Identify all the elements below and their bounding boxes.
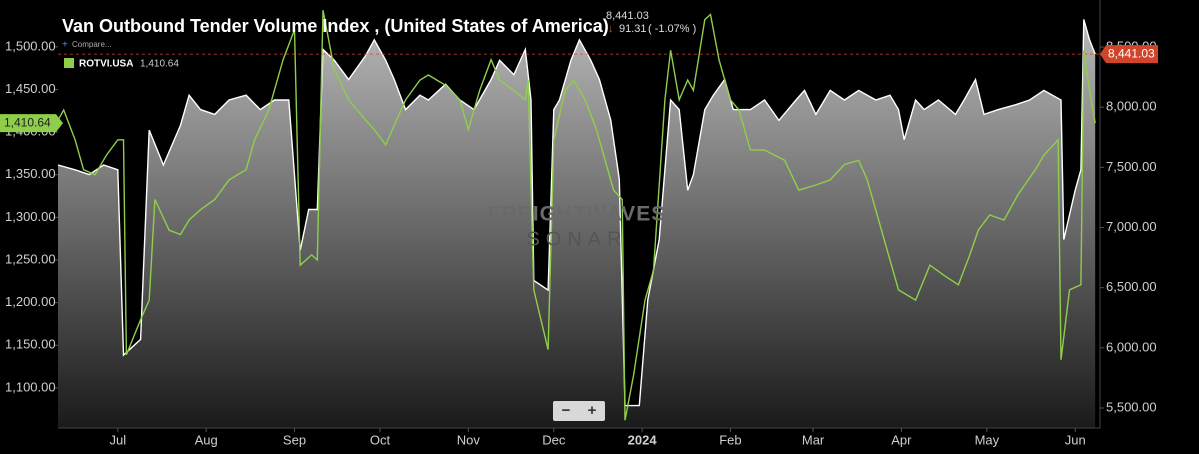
zoom-out[interactable]: − [562,402,571,419]
x-tick-label: Dec [542,432,566,447]
y2-tick-label: 5,500.00 [1106,399,1157,414]
last-value-badge [0,114,63,133]
y-tick-label: 1,200.00 [5,294,56,309]
x-tick-label: Aug [195,432,218,447]
header-value: 8,441.03 [606,10,649,22]
header-change-pct: ( -1.07% ) [648,23,696,35]
y2-tick-label: 8,000.00 [1106,99,1157,114]
header-change: 91.31 [619,23,647,35]
x-tick-label: Feb [719,432,741,447]
down-arrow: ↓ [608,23,614,35]
y-tick-label: 1,350.00 [5,166,56,181]
y-tick-label: 1,100.00 [5,379,56,394]
legend-label: ROTVI.USA [79,59,133,70]
compare-button[interactable]: Compare... [72,40,112,49]
y2-tick-label: 7,000.00 [1106,219,1157,234]
plot [57,10,1100,429]
x-tick-label: Apr [891,432,912,447]
y-tick-label: 1,300.00 [5,209,56,224]
y-tick-label: 1,500.00 [5,38,56,53]
legend-swatch [64,58,74,68]
last-value-label: 1,410.64 [4,115,51,129]
x-tick-label: Jun [1065,432,1086,447]
y2-tick-label: 6,000.00 [1106,339,1157,354]
x-tick-label: Oct [370,432,391,447]
watermark-sub: SONAR [526,228,627,250]
chart-title: Van Outbound Tender Volume Index , (Unit… [62,16,609,36]
series-line [57,19,1096,407]
y2-tick-label: 7,500.00 [1106,159,1157,174]
last-value-badge [1100,45,1158,64]
legend-value: 1,410.64 [140,59,179,70]
x-tick-label: Mar [802,432,825,447]
y2-tick-label: 6,500.00 [1106,279,1157,294]
zoom-in[interactable]: + [588,402,597,419]
x-tick-label: May [975,432,1000,447]
zoom-control [553,401,605,421]
area-fill [58,19,1096,429]
x-tick-label: Sep [283,432,306,447]
y-tick-label: 1,150.00 [5,337,56,352]
series-line [57,10,1096,421]
x-tick-label: Jul [110,432,127,447]
compare-plus: + [62,40,68,51]
watermark: FREIGHTWAVES [488,203,666,226]
x-tick-label: 2024 [628,432,658,447]
last-value-label: 8,441.03 [1108,46,1155,60]
y-tick-label: 1,450.00 [5,81,56,96]
y-tick-label: 1,250.00 [5,251,56,266]
x-tick-label: Nov [457,432,481,447]
